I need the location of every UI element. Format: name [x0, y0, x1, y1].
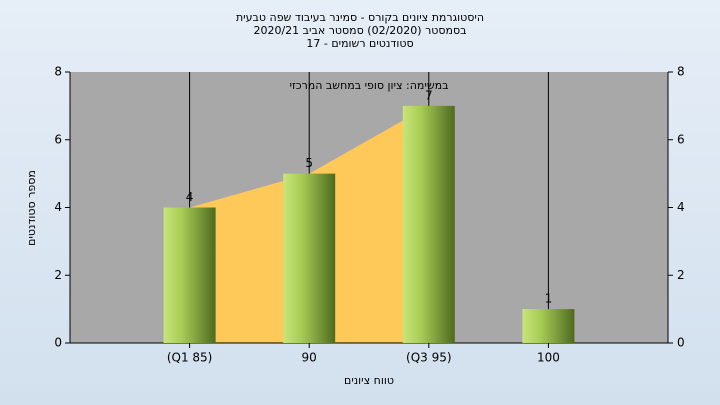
bar — [283, 173, 336, 343]
data-label: 4 — [186, 190, 194, 204]
y-tick-label: 0 — [54, 336, 62, 350]
y-tick-label: 8 — [54, 65, 62, 79]
bar — [402, 105, 455, 343]
y2-tick-label: 2 — [677, 268, 685, 282]
x-tick-label: (Q3 95) — [406, 351, 452, 365]
y-tick-label: 2 — [54, 268, 62, 282]
data-label: 1 — [545, 292, 553, 306]
data-label: 5 — [305, 156, 313, 170]
bar — [522, 309, 575, 343]
y2-tick-label: 4 — [677, 200, 685, 214]
x-tick-label: (Q1 85) — [167, 351, 213, 365]
y2-tick-label: 6 — [677, 132, 685, 146]
x-tick-label: 100 — [537, 351, 560, 365]
y2-tick-label: 8 — [677, 65, 685, 79]
chart-title: בסמסטר (02/2020) סמסטר אביב 2020/21 — [253, 24, 466, 37]
x-tick-label: 90 — [302, 351, 317, 365]
y-tick-label: 4 — [54, 200, 62, 214]
x-axis-label: טווח ציונים — [344, 374, 394, 387]
chart-subtitle: במשימה: ציון סופי במחשב המרכזי — [289, 79, 448, 92]
chart-title: סטודנטים רשומים - 17 — [306, 37, 413, 50]
data-label: 7 — [425, 88, 433, 102]
bar — [163, 207, 216, 343]
chart-title: היסטוגרמת ציונים בקורס - סמינר בעיבוד שפ… — [236, 11, 484, 24]
y-axis-label: מספר סטודנטים — [25, 170, 38, 246]
y-tick-label: 6 — [54, 132, 62, 146]
y2-tick-label: 0 — [677, 336, 685, 350]
